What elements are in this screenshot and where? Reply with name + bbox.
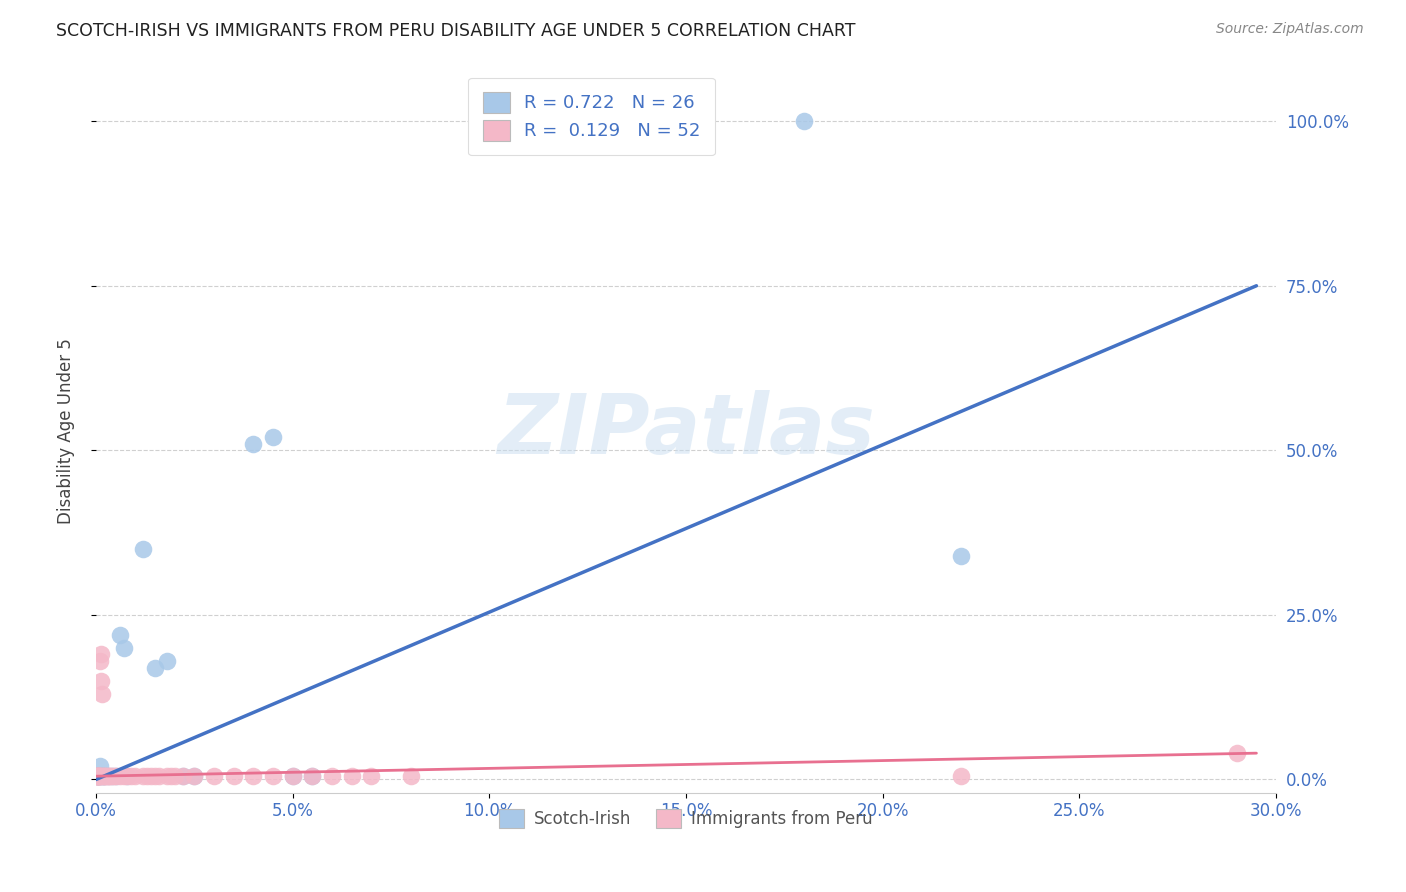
Point xyxy=(148,769,170,783)
Point xyxy=(1226,746,1249,760)
Point xyxy=(124,769,146,783)
Point xyxy=(183,769,205,783)
Y-axis label: Disability Age Under 5: Disability Age Under 5 xyxy=(58,338,75,524)
Point xyxy=(117,769,139,783)
Point xyxy=(159,769,181,783)
Point xyxy=(93,769,115,783)
Point xyxy=(89,759,111,773)
Point xyxy=(132,769,155,783)
Point xyxy=(132,542,155,557)
Point xyxy=(89,769,111,783)
Point xyxy=(950,769,973,783)
Point xyxy=(242,769,264,783)
Point xyxy=(86,769,108,783)
Point xyxy=(86,769,108,783)
Point xyxy=(301,769,323,783)
Point xyxy=(340,769,363,783)
Point xyxy=(87,769,110,783)
Point xyxy=(104,769,127,783)
Point xyxy=(89,769,111,783)
Point xyxy=(281,769,304,783)
Point xyxy=(108,769,131,783)
Point xyxy=(90,687,112,701)
Point xyxy=(281,769,304,783)
Point xyxy=(321,769,343,783)
Point xyxy=(97,769,120,783)
Point xyxy=(97,769,120,783)
Point xyxy=(94,769,117,783)
Point xyxy=(87,769,110,783)
Text: ZIPatlas: ZIPatlas xyxy=(498,390,875,471)
Point xyxy=(117,769,139,783)
Point xyxy=(172,769,194,783)
Point xyxy=(183,769,205,783)
Point xyxy=(139,769,162,783)
Point xyxy=(242,436,264,450)
Point xyxy=(136,769,159,783)
Point xyxy=(87,769,110,783)
Point xyxy=(86,769,108,783)
Point xyxy=(93,769,115,783)
Point xyxy=(163,769,186,783)
Text: SCOTCH-IRISH VS IMMIGRANTS FROM PERU DISABILITY AGE UNDER 5 CORRELATION CHART: SCOTCH-IRISH VS IMMIGRANTS FROM PERU DIS… xyxy=(56,22,856,40)
Point xyxy=(262,769,284,783)
Point xyxy=(93,769,115,783)
Point xyxy=(90,769,112,783)
Point xyxy=(100,769,122,783)
Point xyxy=(143,660,166,674)
Point xyxy=(100,769,122,783)
Point xyxy=(89,769,111,783)
Point xyxy=(143,769,166,783)
Legend: Scotch-Irish, Immigrants from Peru: Scotch-Irish, Immigrants from Peru xyxy=(492,803,880,835)
Point xyxy=(90,648,112,662)
Point xyxy=(399,769,422,783)
Point xyxy=(89,654,111,668)
Point xyxy=(86,769,108,783)
Point xyxy=(156,654,179,668)
Point xyxy=(172,769,194,783)
Point xyxy=(86,769,108,783)
Point xyxy=(93,769,115,783)
Point xyxy=(112,640,135,655)
Point xyxy=(156,769,179,783)
Point xyxy=(98,769,121,783)
Point xyxy=(87,769,110,783)
Point xyxy=(104,769,127,783)
Point xyxy=(222,769,245,783)
Point xyxy=(91,769,114,783)
Point xyxy=(86,769,108,783)
Point xyxy=(120,769,142,783)
Point xyxy=(89,769,111,783)
Point xyxy=(103,769,125,783)
Point xyxy=(112,769,135,783)
Point xyxy=(108,628,131,642)
Point xyxy=(89,769,111,783)
Point xyxy=(262,430,284,444)
Point xyxy=(97,769,120,783)
Point xyxy=(90,673,112,688)
Point xyxy=(301,769,323,783)
Point xyxy=(91,769,114,783)
Point xyxy=(950,549,973,563)
Point xyxy=(793,114,815,128)
Point xyxy=(360,769,382,783)
Text: Source: ZipAtlas.com: Source: ZipAtlas.com xyxy=(1216,22,1364,37)
Point xyxy=(202,769,225,783)
